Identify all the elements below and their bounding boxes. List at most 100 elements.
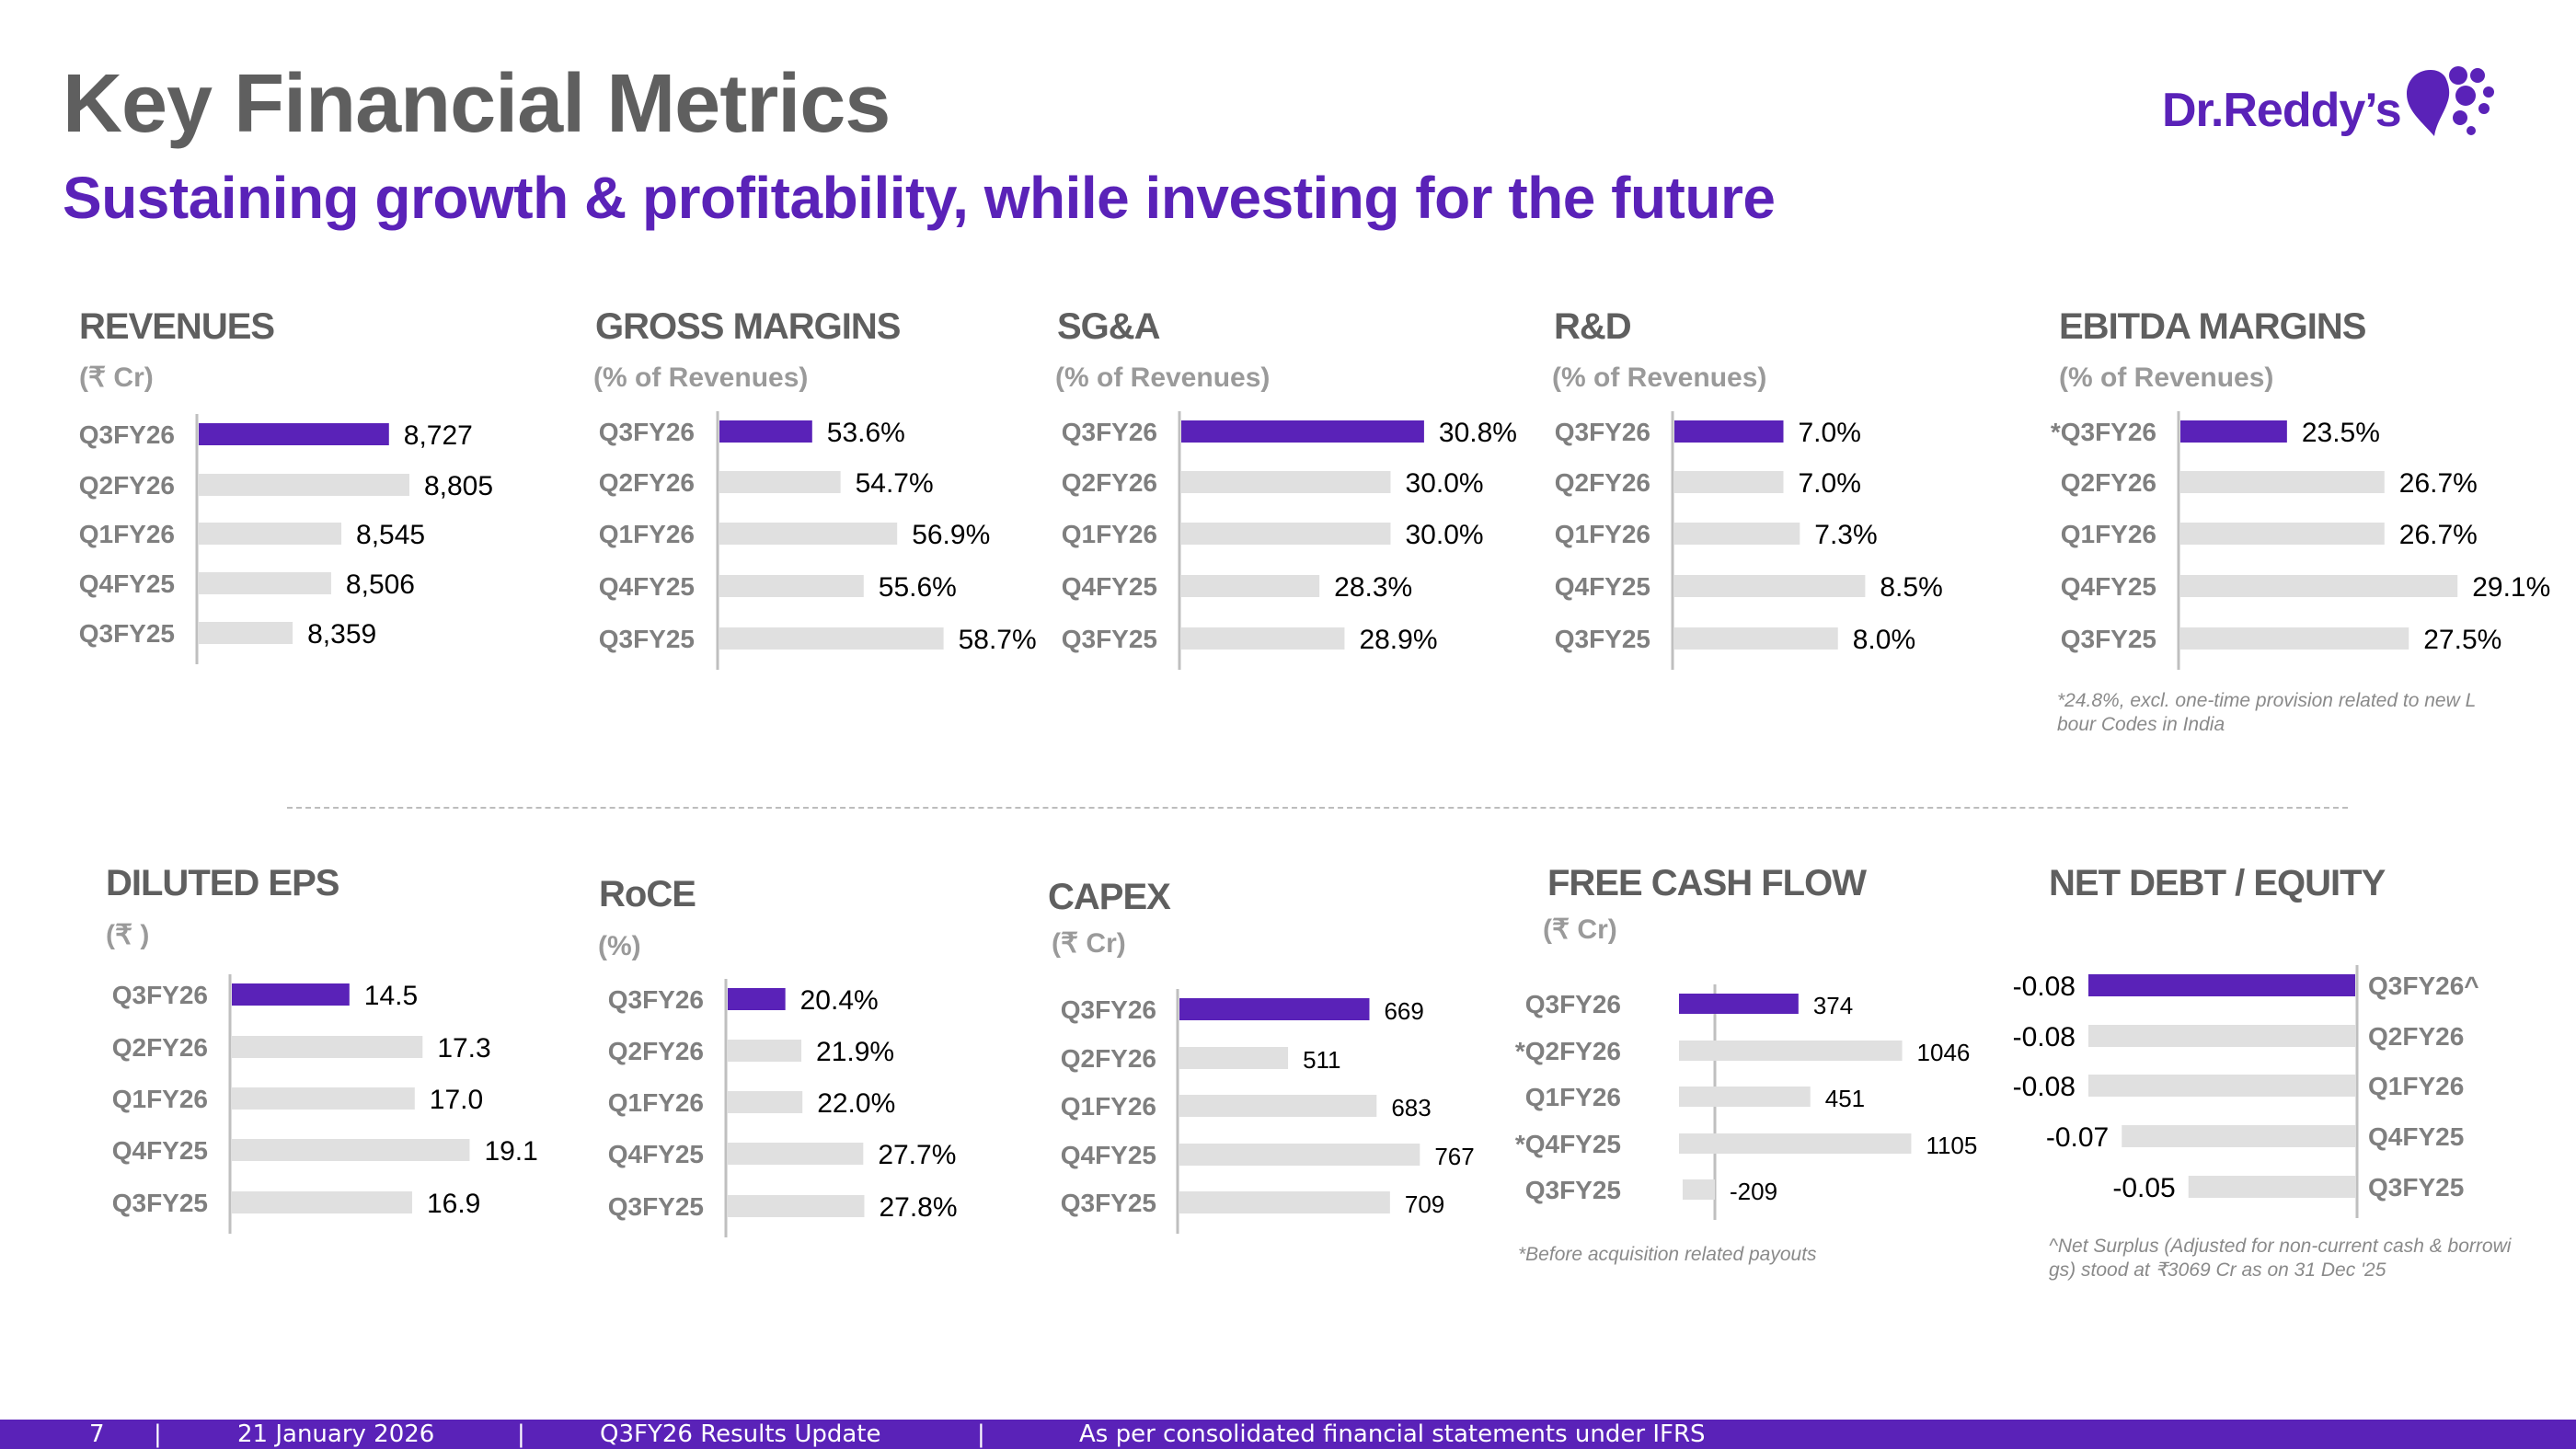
data-label: 374 [1813, 992, 1853, 1019]
data-label: 8,727 [404, 420, 473, 451]
bar-q3fy26 [232, 983, 350, 1006]
data-label: -0.08 [2013, 972, 2076, 1002]
category-label: Q3FY25 [1061, 1189, 1156, 1217]
category-label: Q3FY26 [1061, 995, 1156, 1024]
data-label: 8,545 [356, 520, 425, 550]
bar-q3fy25 [232, 1191, 412, 1213]
company-logo: Dr.Reddy’s [2162, 63, 2502, 155]
bar-q1fy26 [719, 523, 898, 545]
category-label: Q3FY25 [2368, 1173, 2464, 1202]
data-label: 28.3% [1334, 572, 1412, 603]
chart-footnote: ^Net Surplus (Adjusted for non-current c… [2049, 1236, 2513, 1281]
bar-q3fy25 [199, 622, 293, 644]
bar-q3fy25 [1674, 627, 1838, 650]
bar-q2fy26 [1679, 1041, 1903, 1061]
bar-q3fy25 [1682, 1179, 1715, 1200]
footer-separator: | [154, 1420, 162, 1448]
bar-q2fy26 [1181, 471, 1391, 493]
bar-q4fy25 [232, 1139, 470, 1161]
chart-footnote: *Before acquisition related payouts [1518, 1244, 1817, 1265]
data-label: 55.6% [879, 572, 957, 603]
data-label: 19.1 [484, 1136, 537, 1167]
bar-q3fy26 [1179, 998, 1370, 1020]
data-label: 30.0% [1406, 520, 1484, 550]
category-label: Q1FY26 [79, 520, 175, 548]
data-label: -0.08 [2013, 1072, 2076, 1102]
category-label: Q4FY25 [599, 572, 695, 601]
category-label: Q1FY26 [1062, 520, 1157, 548]
data-label: 21.9% [816, 1037, 894, 1067]
bar-q3fy26 [2180, 420, 2287, 443]
logo-heart-icon [2407, 66, 2494, 136]
data-label: 511 [1303, 1046, 1340, 1074]
bar-q3fy26 [1674, 420, 1784, 443]
footnote-line: bour Codes in India [2057, 714, 2225, 735]
category-label: Q3FY26 [1525, 990, 1621, 1018]
bar-q3fy26 [719, 420, 812, 443]
footer-document: Q3FY26 Results Update [600, 1420, 881, 1448]
data-label: 26.7% [2399, 520, 2478, 550]
category-label: Q4FY25 [1062, 572, 1157, 601]
bar-q1fy26 [2088, 1075, 2355, 1097]
chart-title: NET DEBT / EQUITY [2049, 863, 2386, 903]
bar-q1fy26 [232, 1087, 415, 1110]
chart-unit: (₹ Cr) [79, 362, 154, 393]
chart-title: SG&A [1057, 306, 1160, 347]
data-label: 669 [1384, 997, 1423, 1025]
category-label: Q1FY26 [2368, 1072, 2464, 1100]
category-label: Q4FY25 [79, 569, 175, 598]
category-label: Q2FY26 [1062, 468, 1157, 497]
data-label: 23.5% [2302, 418, 2380, 448]
data-label: -209 [1730, 1178, 1777, 1205]
bar-q3fy25 [719, 627, 944, 650]
data-label: 30.0% [1406, 468, 1484, 499]
bar-q1fy26 [199, 523, 342, 545]
category-label: Q1FY26 [2061, 520, 2156, 548]
bar-q4fy25 [728, 1143, 864, 1165]
bar-q2fy26 [728, 1040, 802, 1062]
bar-q3fy25 [2180, 627, 2409, 650]
data-label: 14.5 [364, 981, 418, 1011]
category-label: Q1FY26 [599, 520, 695, 548]
data-label: 683 [1391, 1094, 1431, 1121]
bar-q4fy25 [2180, 575, 2458, 597]
data-label: 22.0% [817, 1088, 895, 1119]
footer-separator: | [517, 1420, 525, 1448]
footnote-line: ^Net Surplus (Adjusted for non-current c… [2049, 1236, 2513, 1257]
bar-q1fy26 [2180, 523, 2385, 545]
data-label: 451 [1825, 1085, 1865, 1112]
page-subtitle: Sustaining growth & profitability, while… [63, 165, 1776, 231]
data-label: 17.3 [437, 1033, 490, 1064]
data-label: 1105 [1926, 1132, 1977, 1159]
footnote-line: *Before acquisition related payouts [1518, 1244, 1817, 1265]
bar-q3fy26 [199, 423, 389, 445]
bar-q4fy25 [1679, 1133, 1912, 1154]
category-label: Q3FY26 [1062, 418, 1157, 446]
data-label: 7.3% [1814, 520, 1877, 550]
data-label: 8,805 [424, 471, 493, 501]
category-label: *Q4FY25 [1515, 1130, 1621, 1158]
category-label: Q3FY25 [608, 1192, 704, 1221]
category-label: Q4FY25 [112, 1136, 208, 1165]
bar-q4fy25 [199, 572, 331, 594]
data-label: 7.0% [1799, 418, 1861, 448]
bar-q2fy26 [2180, 471, 2385, 493]
bar-q2fy26 [719, 471, 841, 493]
category-label: Q3FY26 [79, 420, 175, 449]
category-label: *Q2FY26 [1515, 1037, 1621, 1065]
category-label: Q4FY25 [608, 1140, 704, 1168]
bar-q4fy25 [1674, 575, 1866, 597]
bar-q4fy25 [719, 575, 864, 597]
category-label: Q3FY26 [599, 418, 695, 446]
data-label: 29.1% [2472, 572, 2550, 603]
category-label: Q3FY26 [112, 981, 208, 1009]
chart-unit: (% of Revenues) [1055, 362, 1270, 393]
category-label: Q3FY25 [1555, 625, 1650, 653]
footer-note: As per consolidated financial statements… [1079, 1420, 1706, 1448]
chart-title: RoCE [599, 874, 696, 914]
bar-q1fy26 [1181, 523, 1391, 545]
category-label: Q3FY26 [608, 985, 704, 1014]
data-label: 767 [1434, 1143, 1474, 1170]
category-label: Q3FY25 [1062, 625, 1157, 653]
